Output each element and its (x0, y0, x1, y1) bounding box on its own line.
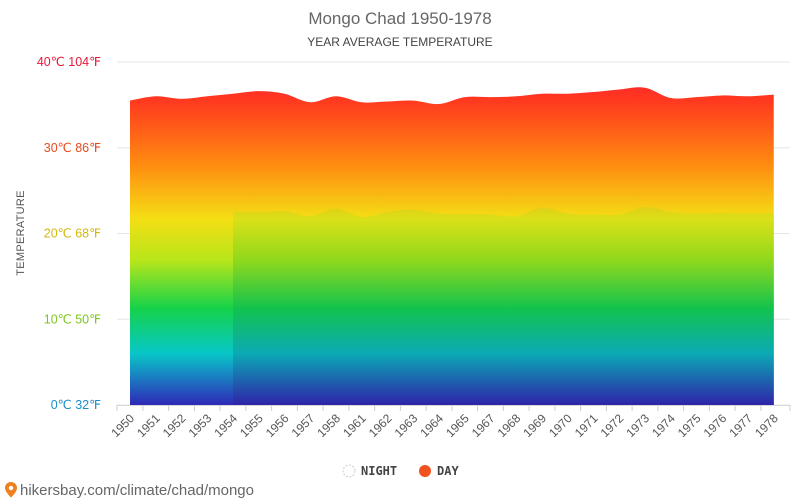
x-tick-label: 1955 (237, 411, 266, 440)
y-tick-label: 0℃ 32℉ (51, 398, 101, 412)
x-tick-label: 1977 (726, 411, 755, 440)
footer-link[interactable]: hikersbay.com/climate/chad/mongo (5, 482, 254, 499)
x-tick-label: 1963 (392, 411, 421, 440)
night-area (233, 206, 774, 405)
x-tick-label: 1976 (701, 411, 730, 440)
x-tick-label: 1972 (598, 411, 627, 440)
x-tick-label: 1978 (752, 411, 781, 440)
x-tick-label: 1975 (675, 411, 704, 440)
x-tick-label: 1953 (186, 411, 215, 440)
x-tick-label: 1973 (623, 411, 652, 440)
y-axis-label: TEMPERATURE (15, 190, 27, 276)
x-tick-label: 1968 (495, 411, 524, 440)
location-pin-dot (8, 485, 14, 491)
x-tick-label: 1967 (469, 411, 498, 440)
x-tick-label: 1956 (263, 411, 292, 440)
x-axis-ticks: 1950195119521953195419551956195719581961… (108, 405, 791, 440)
x-tick-label: 1974 (649, 411, 678, 440)
y-axis-ticks: 40℃ 104℉ 30℃ 86℉ 20℃ 68℉ 10℃ 50℉ 0℃ 32℉ (37, 55, 101, 412)
plot-areas (130, 87, 774, 406)
footer-link-text[interactable]: hikersbay.com/climate/chad/mongo (20, 482, 254, 499)
x-tick-label: 1958 (314, 411, 343, 440)
x-tick-label: 1961 (340, 411, 369, 440)
x-tick-label: 1951 (134, 411, 163, 440)
legend-item-night[interactable]: NIGHT (342, 464, 397, 478)
x-tick-label: 1965 (443, 411, 472, 440)
y-tick-label: 40℃ 104℉ (37, 55, 101, 69)
x-tick-label: 1952 (160, 411, 189, 440)
x-tick-label: 1962 (366, 411, 395, 440)
y-tick-label: 30℃ 86℉ (44, 141, 101, 155)
legend-day-label: DAY (437, 464, 459, 478)
x-tick-label: 1969 (520, 411, 549, 440)
y-tick-label: 10℃ 50℉ (44, 312, 101, 326)
x-tick-label: 1957 (289, 411, 318, 440)
y-tick-label: 20℃ 68℉ (44, 227, 101, 241)
x-tick-label: 1954 (211, 411, 240, 440)
legend-night-swatch (342, 464, 356, 478)
legend: NIGHT DAY (342, 464, 459, 478)
x-tick-label: 1971 (572, 411, 601, 440)
legend-day-swatch (419, 465, 431, 477)
x-tick-label: 1964 (417, 411, 446, 440)
x-tick-label: 1970 (546, 411, 575, 440)
legend-item-day[interactable]: DAY (419, 464, 459, 478)
legend-night-label: NIGHT (361, 464, 397, 478)
x-tick-label: 1950 (108, 411, 137, 440)
chart-title: Mongo Chad 1950-1978 (308, 9, 491, 28)
chart-subtitle: YEAR AVERAGE TEMPERATURE (307, 35, 492, 49)
